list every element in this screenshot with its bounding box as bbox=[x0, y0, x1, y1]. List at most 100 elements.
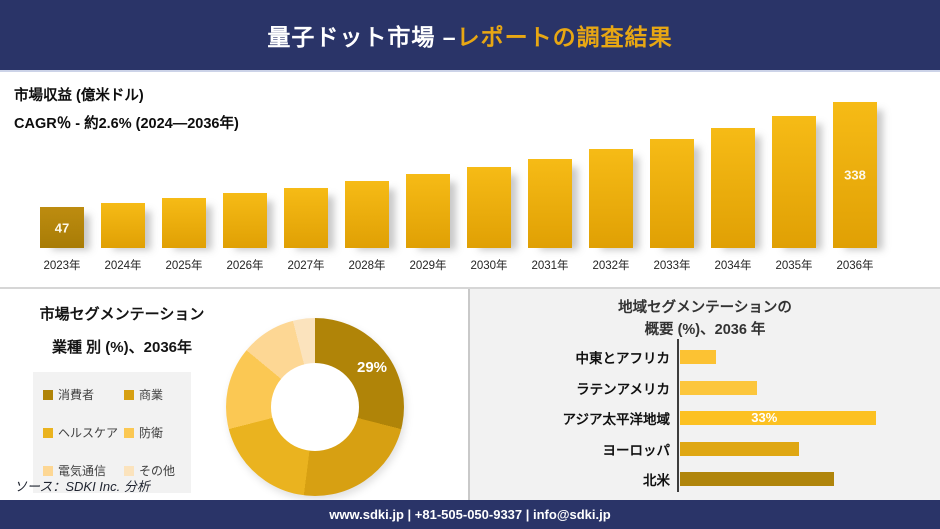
legend-swatch-icon bbox=[124, 389, 135, 400]
industry-title-line1: 市場セグメンテーション bbox=[39, 306, 205, 323]
bottom-panels: 市場セグメンテーション 業種 別 (%)、2036年 消費者 商業ヘルスケア 防衛電… bbox=[0, 287, 940, 500]
industry-panel-title: 市場セグメンテーション 業種 別 (%)、2036年 bbox=[16, 298, 228, 364]
revenue-bar-slot: 2029年 bbox=[406, 174, 450, 273]
revenue-bar-slot: 2025年 bbox=[162, 198, 206, 273]
industry-segmentation-panel: 市場セグメンテーション 業種 別 (%)、2036年 消費者 商業ヘルスケア 防衛電… bbox=[0, 289, 470, 500]
cagr-label: CAGR％ - 約2.6% (2024―2036年) bbox=[14, 116, 239, 132]
revenue-bar-slot: 2030年 bbox=[467, 167, 511, 273]
year-axis-label: 2035年 bbox=[775, 260, 813, 272]
year-axis-label: 2032年 bbox=[592, 260, 630, 272]
revenue-bar bbox=[772, 116, 816, 248]
year-axis-label: 2024年 bbox=[104, 260, 142, 272]
legend-swatch-icon bbox=[124, 465, 135, 476]
revenue-bar-slot: 2026年 bbox=[223, 193, 267, 273]
region-bar: 33% bbox=[680, 410, 876, 426]
revenue-bar bbox=[406, 174, 450, 248]
region-panel-title: 地域セグメンテーションの 概要 (%)、2036 年 bbox=[470, 298, 940, 342]
revenue-bar-slot: 2035年 bbox=[772, 116, 816, 273]
industry-donut bbox=[226, 318, 404, 496]
region-bar bbox=[680, 441, 799, 456]
revenue-bar-slot: 2033年 bbox=[650, 139, 694, 273]
industry-legend: 消費者 商業ヘルスケア 防衛電気通信 その他 bbox=[33, 372, 191, 493]
region-label: 北米 bbox=[643, 473, 670, 489]
region-label: 中東とアフリカ bbox=[575, 351, 671, 367]
revenue-metric-label: 市場収益 (億米ドル) bbox=[14, 88, 144, 104]
source-note: ソース：SDKI Inc. 分析 bbox=[14, 479, 150, 494]
revenue-bar-slot: 2031年 bbox=[528, 159, 572, 273]
year-axis-label: 2030年 bbox=[470, 260, 508, 272]
year-axis-label: 2031年 bbox=[531, 260, 569, 272]
year-axis-label: 2023年 bbox=[43, 260, 81, 272]
revenue-bar bbox=[284, 188, 328, 248]
region-row: ラテンアメリカ bbox=[470, 373, 940, 404]
revenue-bar-slot: 2027年 bbox=[284, 188, 328, 273]
year-axis-label: 2025年 bbox=[165, 260, 203, 272]
year-axis-label: 2028年 bbox=[348, 260, 386, 272]
legend-label: 電気通信 bbox=[58, 464, 107, 478]
year-axis-label: 2036年 bbox=[836, 260, 874, 272]
region-title-line2: 概要 (%)、2036 年 bbox=[644, 321, 766, 338]
header-banner: 量子ドット市場 –レポートの調査結果 bbox=[0, 0, 940, 72]
year-axis-label: 2027年 bbox=[287, 260, 325, 272]
region-row: アジア太平洋地域 33% bbox=[470, 403, 940, 434]
legend-swatch-icon bbox=[124, 427, 135, 438]
region-bar bbox=[680, 380, 757, 395]
revenue-chart-section: 市場収益 (億米ドル) CAGR％ - 約2.6% (2024―2036年) 4… bbox=[0, 72, 940, 287]
legend-label: その他 bbox=[139, 464, 176, 478]
revenue-bar bbox=[528, 159, 572, 248]
region-bar bbox=[680, 472, 834, 487]
region-label: ヨーロッパ bbox=[602, 442, 671, 458]
legend-item: 電気通信 bbox=[43, 462, 118, 479]
revenue-bar bbox=[162, 198, 206, 248]
revenue-bar-slot: 47 2023年 bbox=[40, 207, 84, 273]
revenue-bar-slot: 2024年 bbox=[101, 203, 145, 273]
year-axis-label: 2033年 bbox=[653, 260, 691, 272]
donut-value-label: 29% bbox=[357, 359, 388, 376]
legend-label: 消費者 bbox=[58, 388, 95, 402]
revenue-bar-slot: 2028年 bbox=[345, 181, 389, 273]
industry-title-line2: 業種 別 (%)、2036年 bbox=[51, 339, 193, 356]
revenue-bar-value-label: 47 bbox=[54, 220, 70, 235]
revenue-bar bbox=[589, 149, 633, 248]
legend-item: 消費者 bbox=[43, 386, 118, 403]
legend-swatch-icon bbox=[43, 427, 53, 438]
revenue-bar bbox=[345, 181, 389, 248]
industry-donut-wrap: 29% bbox=[226, 318, 404, 496]
revenue-bar bbox=[101, 203, 145, 248]
legend-item: ヘルスケア bbox=[43, 424, 118, 441]
region-row: 北米 bbox=[470, 464, 940, 495]
region-row: 中東とアフリカ bbox=[470, 342, 940, 373]
revenue-bar bbox=[223, 193, 267, 248]
region-chart-rows: 中東とアフリカ ラテンアメリカアジア太平洋地域 33% ヨーロッパ北米 bbox=[470, 342, 940, 495]
revenue-bar-slot: 2032年 bbox=[589, 149, 633, 273]
page-title: 量子ドット市場 –レポートの調査結果 bbox=[267, 18, 672, 52]
legend-label: 防衛 bbox=[139, 426, 164, 440]
region-row: ヨーロッパ bbox=[470, 434, 940, 465]
legend-label: ヘルスケア bbox=[58, 426, 119, 440]
year-axis-label: 2034年 bbox=[714, 260, 752, 272]
legend-item: 防衛 bbox=[124, 424, 181, 441]
region-segmentation-panel: 地域セグメンテーションの 概要 (%)、2036 年 中東とアフリカ ラテンアメリ… bbox=[470, 289, 940, 500]
region-label: ラテンアメリカ bbox=[576, 381, 670, 397]
page-title-report: レポートの調査結果 bbox=[456, 24, 673, 50]
region-label: アジア太平洋地域 bbox=[562, 412, 670, 428]
region-axis-line bbox=[677, 339, 679, 492]
revenue-bar bbox=[467, 167, 511, 248]
region-bar-value-label: 33% bbox=[751, 410, 778, 426]
revenue-bar bbox=[650, 139, 694, 248]
region-bar bbox=[680, 350, 716, 365]
footer-bar: www.sdki.jp | +81-505-050-9337 | info@sd… bbox=[0, 500, 940, 529]
legend-label: 商業 bbox=[139, 388, 164, 402]
legend-item: その他 bbox=[124, 462, 181, 479]
year-axis-label: 2026年 bbox=[226, 260, 264, 272]
revenue-bar-value-label: 338 bbox=[844, 167, 866, 183]
year-axis-label: 2029年 bbox=[409, 260, 447, 272]
legend-swatch-icon bbox=[43, 389, 53, 400]
footer-contact-text: www.sdki.jp | +81-505-050-9337 | info@sd… bbox=[329, 507, 611, 522]
revenue-bar: 47 bbox=[40, 207, 84, 248]
region-title-line1: 地域セグメンテーションの bbox=[618, 300, 792, 316]
revenue-bar: 338 bbox=[833, 102, 877, 248]
legend-swatch-icon bbox=[43, 465, 53, 476]
page-title-market: 量子ドット市場 – bbox=[267, 24, 457, 50]
